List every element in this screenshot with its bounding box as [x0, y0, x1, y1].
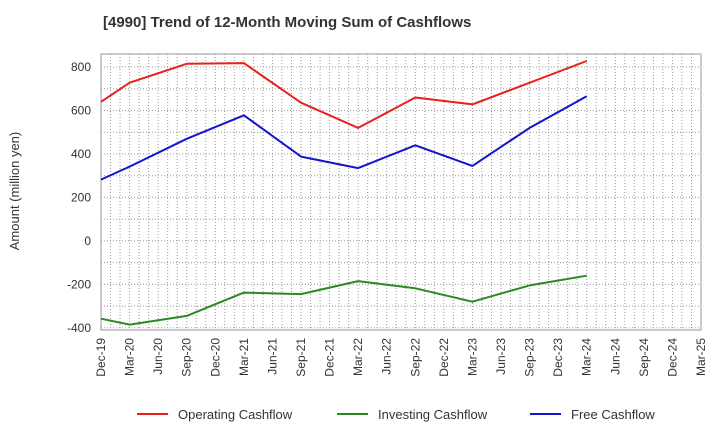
x-axis: Dec-19 Mar-20 Jun-20 Sep-20 Dec-20 Mar-21 Jun-… — [94, 338, 708, 377]
x-tick-label: Dec-22 — [437, 338, 451, 377]
x-tick-label: Sep-21 — [294, 338, 308, 377]
x-tick-label: Sep-24 — [637, 338, 651, 377]
x-tick-label: Mar-21 — [237, 338, 251, 376]
y-axis-label: Amount (million yen) — [7, 132, 22, 251]
x-tick-label: Mar-25 — [694, 338, 708, 376]
legend-label: Free Cashflow — [571, 407, 655, 422]
x-tick-label: Mar-20 — [123, 338, 137, 376]
legend-label: Investing Cashflow — [378, 407, 488, 422]
x-tick-label: Jun-24 — [608, 338, 622, 375]
x-tick-label: Sep-20 — [180, 338, 194, 377]
chart-title: [4990] Trend of 12-Month Moving Sum of C… — [103, 14, 472, 31]
x-tick-label: Dec-20 — [208, 338, 222, 377]
x-tick-label: Dec-21 — [323, 338, 337, 377]
legend-label: Operating Cashflow — [178, 407, 293, 422]
x-tick-label: Mar-24 — [580, 338, 594, 376]
x-tick-label: Jun-22 — [380, 338, 394, 375]
y-tick-label: 600 — [71, 104, 91, 118]
x-tick-label: Jun-21 — [265, 338, 279, 375]
y-tick-label: 400 — [71, 147, 91, 161]
y-tick-label: 200 — [71, 190, 91, 204]
y-tick-label: 800 — [71, 60, 91, 74]
series-line-operating-cashflow — [100, 60, 588, 129]
y-tick-label: 0 — [84, 234, 91, 248]
x-tick-label: Dec-23 — [551, 338, 565, 377]
series — [100, 60, 588, 326]
y-tick-label: -400 — [67, 321, 91, 335]
legend: Operating Cashflow Investing Cashflow Free… — [137, 407, 655, 422]
grid — [100, 54, 702, 330]
x-tick-label: Sep-23 — [523, 338, 537, 377]
y-tick-label: -200 — [67, 277, 91, 291]
plot-frame — [100, 53, 702, 331]
x-tick-label: Mar-22 — [351, 338, 365, 376]
x-tick-label: Dec-24 — [665, 338, 679, 377]
series-line-investing-cashflow — [100, 274, 587, 326]
x-tick-label: Sep-22 — [408, 338, 422, 377]
series-line-free-cashflow — [100, 95, 588, 181]
x-tick-label: Jun-23 — [494, 338, 508, 375]
y-axis: 800 600 400 200 0 -200 -400 — [67, 60, 91, 335]
x-tick-label: Jun-20 — [151, 338, 165, 375]
x-tick-label: Dec-19 — [94, 338, 108, 377]
x-tick-label: Mar-23 — [465, 338, 479, 376]
